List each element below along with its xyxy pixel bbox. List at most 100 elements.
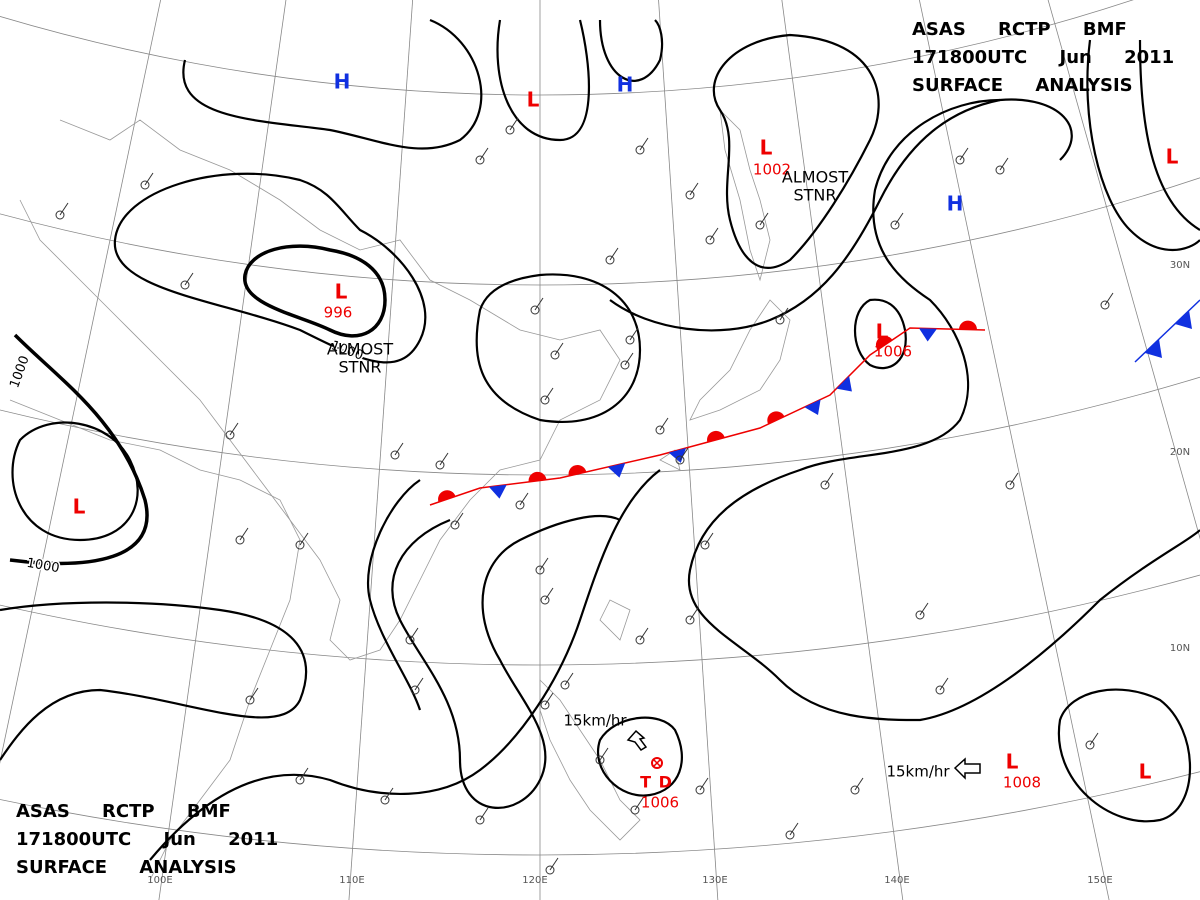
pressure-center: L [876,320,889,344]
labels: 100E 110E 120E 130E 140E 150E30N20N10NHLHL100… [6,70,1190,887]
station-circle [390,450,400,460]
pressure-center: H [947,192,964,216]
cold-symbol [918,328,937,342]
motion-label: 15km/hr [886,763,950,781]
station-circle [705,235,715,245]
station-barb [384,787,394,801]
station-circle [295,775,305,785]
isobar [475,273,642,423]
station-barb [549,857,559,871]
td-marker [651,757,663,769]
station-barb [59,202,69,216]
warm-symbol [767,411,785,425]
pressure-center: L [1139,760,1152,784]
station-circle [545,865,555,875]
station-circle [995,165,1005,175]
pressure-center: L [73,495,86,519]
station-circle [915,610,925,620]
station-barb [519,492,529,506]
station-circle [755,220,765,230]
station-circle [550,350,560,360]
station-circle [595,755,605,765]
pressure-center: L [1006,750,1019,774]
station-barb [824,472,834,486]
pressure-value: 996 [324,304,353,322]
warm-symbol [706,430,725,443]
isobars [0,18,1200,861]
longitude-label: 120E [522,875,547,886]
isobar [182,18,483,150]
station-barb [1104,292,1114,306]
station-circle [295,540,305,550]
station-barb [709,227,719,241]
station-barb [689,607,699,621]
meridian [918,0,1110,900]
station-barb [239,527,249,541]
cold-front [1134,299,1200,363]
meridian [158,0,287,900]
longitude-label: 140E [884,875,909,886]
cold-symbol [1145,339,1162,358]
station-barb [299,767,309,781]
latitude-label: 30N [1170,260,1190,271]
station-barb [414,677,424,691]
station-barb [554,342,564,356]
header-line: ASAS RCTP BMF [912,19,1127,40]
station-plots [55,117,1114,875]
meridian [658,0,719,900]
station-circle [435,460,445,470]
station-circle [235,535,245,545]
station-circle [1005,480,1015,490]
station-barb [1009,472,1019,486]
station-barb [409,627,419,641]
warm-symbol [438,490,456,503]
pressure-center: L [1166,145,1179,169]
station-barb [1089,732,1099,746]
cold-symbol [804,399,821,416]
header-line: SURFACE ANALYSIS [16,857,237,878]
station-barb [699,777,709,791]
station-barb [599,747,609,761]
station-barb [919,602,929,616]
station-barb [479,807,489,821]
station-circle [540,595,550,605]
station-barb [534,297,544,311]
header-line: SURFACE ANALYSIS [912,75,1133,96]
isobar [496,19,591,142]
station-circle [700,540,710,550]
isobar [149,469,661,861]
station-circle [850,785,860,795]
station-circle [685,615,695,625]
pressure-value: 1008 [1003,774,1041,792]
station-circle [410,685,420,695]
station-circle [775,315,785,325]
station-barb [629,327,639,341]
station-circle [625,335,635,345]
longitude-label: 150E [1087,875,1112,886]
latitude-label: 10N [1170,643,1190,654]
station-barb [544,387,554,401]
station-barb [564,672,574,686]
warm-symbol [528,471,547,482]
coastline [19,119,621,661]
station-circle [475,815,485,825]
isobar [9,333,149,566]
pressure-value: 1002 [753,161,791,179]
pressure-center: T D [640,773,672,792]
station-circle [180,280,190,290]
station-circle [820,480,830,490]
annotation: ALMOST [782,168,848,187]
isobar [1138,39,1200,231]
station-barb [634,797,644,811]
station-circle [1085,740,1095,750]
td-marker [652,758,662,768]
coastline [9,399,301,881]
station-circle [225,430,235,440]
station-circle [955,155,965,165]
station-barb [679,447,689,461]
pressure-center: L [527,88,540,112]
station-circle [140,180,150,190]
cold-symbol [668,447,687,463]
station-circle [560,680,570,690]
